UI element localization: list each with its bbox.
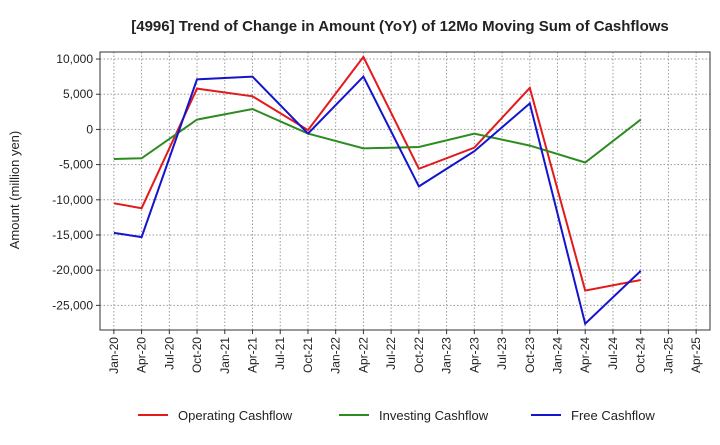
y-tick-label: -5,000 (59, 158, 93, 172)
y-tick-label: 5,000 (63, 87, 93, 101)
y-tick-label: -25,000 (52, 298, 93, 312)
x-tick-label: Jul-21 (273, 337, 287, 370)
y-axis-label: Amount (million yen) (7, 131, 22, 250)
y-tick-label: -20,000 (52, 263, 93, 277)
series-lines (113, 55, 642, 326)
y-tick-label: -10,000 (52, 193, 93, 207)
grid-lines (100, 52, 710, 330)
plot-area-frame (99, 51, 711, 331)
x-tick-label: Jan-22 (329, 337, 343, 374)
series-line-free-cashflow (113, 74, 642, 326)
x-tick-label: Oct-21 (301, 337, 315, 373)
series-line-operating-cashflow (113, 55, 641, 292)
x-tick-label: Oct-20 (190, 337, 204, 373)
y-tick-label: 10,000 (56, 52, 93, 66)
x-tick-label: Jan-20 (107, 337, 121, 374)
y-tick-label: -15,000 (52, 228, 93, 242)
legend: Operating Cashflow Investing Cashflow Free… (138, 408, 655, 423)
x-tick-label: Jul-22 (384, 337, 398, 370)
y-axis-ticks: 10,000 5,000 0 -5,000 -10,000 -15,000 -20,000 -… (52, 52, 100, 312)
y-tick-label: 0 (86, 122, 93, 136)
x-tick-label: Apr-22 (356, 337, 370, 373)
x-tick-label: Jul-23 (495, 337, 509, 370)
legend-label-free-cashflow: Free Cashflow (571, 408, 655, 423)
x-tick-label: Apr-20 (135, 337, 149, 373)
chart-title: [4996] Trend of Change in Amount (YoY) o… (131, 18, 669, 35)
x-axis-ticks: Jan-20 Apr-20 Jul-20 Oct-20 Jan-21 Apr-21 Jul-… (107, 330, 703, 374)
x-tick-label: Oct-22 (412, 337, 426, 373)
x-tick-label: Jan-23 (440, 337, 454, 374)
legend-label-operating-cashflow: Operating Cashflow (178, 408, 293, 423)
x-tick-label: Jul-20 (162, 337, 176, 370)
x-tick-label: Oct-23 (523, 337, 537, 373)
x-tick-label: Jan-21 (218, 337, 232, 374)
legend-label-investing-cashflow: Investing Cashflow (379, 408, 489, 423)
x-tick-label: Oct-24 (634, 337, 648, 373)
x-tick-label: Apr-25 (689, 337, 703, 373)
x-tick-label: Jan-25 (661, 337, 675, 374)
x-tick-label: Apr-23 (467, 337, 481, 373)
x-tick-label: Jul-24 (606, 337, 620, 370)
x-tick-label: Apr-24 (578, 337, 592, 373)
x-tick-label: Apr-21 (246, 337, 260, 373)
x-tick-label: Jan-24 (551, 337, 565, 374)
